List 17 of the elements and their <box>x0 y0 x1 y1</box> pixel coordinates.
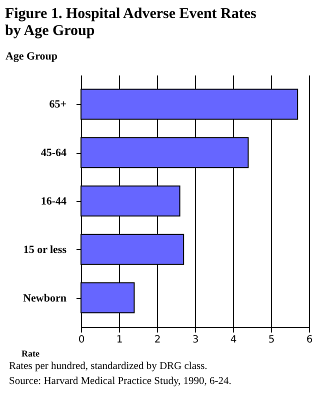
x-tick-label: 3 <box>192 334 199 346</box>
x-axis-title: Rate <box>22 348 40 358</box>
x-tick-label: 1 <box>116 334 123 346</box>
x-tick-label: 2 <box>154 334 161 346</box>
chart-title: Figure 1. Hospital Adverse Event Rates by Age Group <box>4 6 257 39</box>
y-tick-label: 45-64 <box>40 147 67 160</box>
source-note: Source: Harvard Medical Practice Study, 1990, 6-24. <box>9 376 232 387</box>
x-tick-label: 0 <box>78 334 85 346</box>
x-tick-label: 5 <box>268 334 275 346</box>
y-tick-label: 65+ <box>49 98 66 111</box>
y-tick-label: 16-44 <box>40 196 67 208</box>
x-tick-label: 4 <box>230 334 237 346</box>
x-tick-label: 6 <box>306 334 313 346</box>
y-axis-title: Age Group <box>5 50 58 62</box>
text: Rates per hundred, standardized by DRG class. <box>9 361 208 372</box>
y-tick-label: 15 or less <box>23 244 68 256</box>
y-tick-label: Newborn <box>23 292 66 304</box>
